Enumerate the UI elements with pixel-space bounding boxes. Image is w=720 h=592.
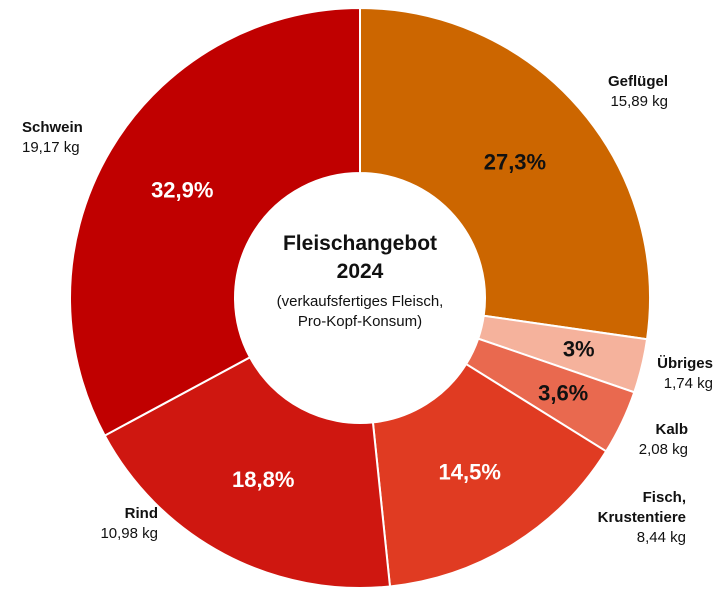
value-label: 27,3% bbox=[484, 150, 546, 175]
value-label: 14,5% bbox=[439, 459, 501, 484]
category-label: Kalb bbox=[655, 421, 688, 438]
category-label: Schwein bbox=[22, 119, 83, 136]
chart-subtitle: (verkaufsfertiges Fleisch, Pro-Kopf-Kons… bbox=[276, 293, 444, 330]
wedge bbox=[103, 355, 392, 589]
category-label: Rind bbox=[124, 505, 158, 522]
segment-label: Geflügel 15,89 kg bbox=[608, 72, 668, 112]
amount-label: 15,89 kg bbox=[610, 93, 668, 110]
chart-title: Fleischangebot 2024 bbox=[282, 232, 438, 283]
segment-label: Kalb 2,08 kg bbox=[639, 420, 688, 460]
amount-label: 2,08 kg bbox=[638, 441, 688, 458]
wedge bbox=[359, 6, 651, 341]
wedge bbox=[371, 362, 608, 588]
amount-label: 1,74 kg bbox=[663, 375, 713, 392]
category-label: Fisch, Krustentiere bbox=[597, 489, 686, 526]
amount-label: 19,17 kg bbox=[22, 139, 80, 156]
value-label: 32,9% bbox=[151, 178, 213, 203]
value-label: 3,6% bbox=[538, 380, 588, 405]
wedge bbox=[69, 6, 361, 437]
segment-label: Übriges 1,74 kg bbox=[657, 354, 713, 394]
amount-label: 8,44 kg bbox=[636, 529, 686, 546]
category-label: Geflügel bbox=[607, 73, 668, 90]
segment-label: Fisch, Krustentiere 8,44 kg bbox=[598, 488, 686, 548]
value-label: 18,8% bbox=[232, 467, 294, 492]
segment-label: Schwein 19,17 kg bbox=[22, 118, 83, 158]
category-label: Übriges bbox=[657, 355, 713, 372]
segment-label: Rind 10,98 kg bbox=[100, 504, 158, 544]
value-label: 3% bbox=[563, 337, 595, 362]
amount-label: 10,98 kg bbox=[100, 525, 158, 542]
